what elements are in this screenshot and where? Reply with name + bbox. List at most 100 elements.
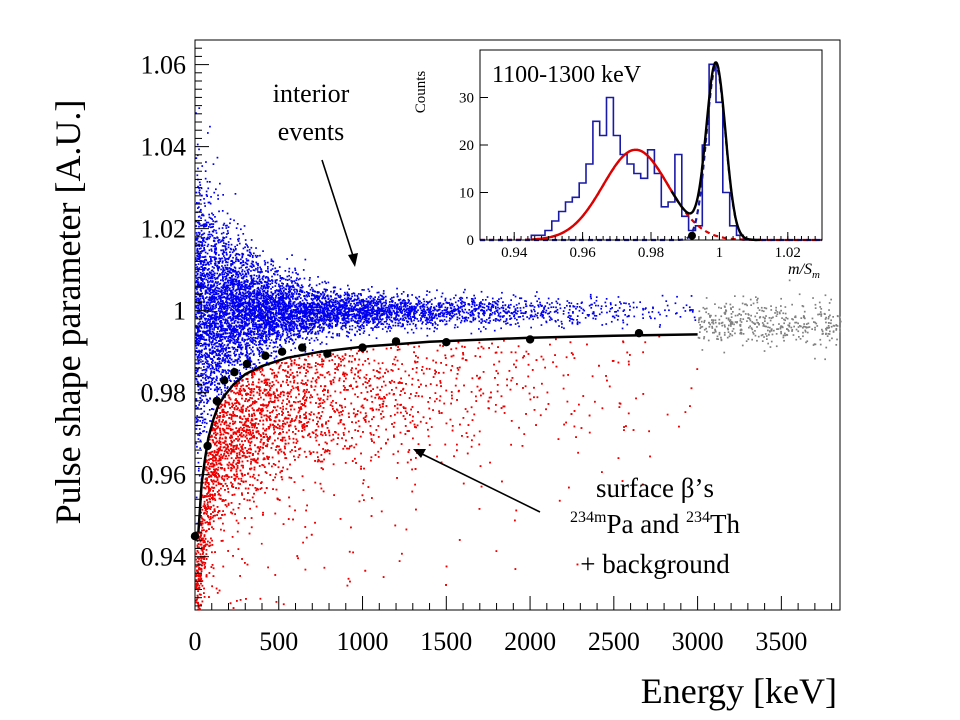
interior-event-point (204, 314, 206, 316)
interior-event-point (224, 332, 227, 334)
interior-event-point (198, 258, 201, 261)
interior-event-point (212, 256, 214, 258)
interior-event-point (259, 302, 262, 304)
interior-event-point (361, 300, 364, 303)
interior-event-point (403, 313, 405, 316)
interior-event-point (215, 248, 217, 251)
interior-event-point (251, 255, 254, 257)
interior-event-point (420, 317, 422, 319)
interior-event-point (240, 328, 243, 331)
interior-event-point (229, 289, 232, 292)
interior-event-point (276, 346, 279, 349)
interior-event-point (488, 309, 491, 311)
interior-event-point (379, 315, 382, 317)
interior-event-point (223, 292, 226, 295)
interior-event-point (444, 306, 447, 309)
interior-event-point (380, 313, 383, 316)
interior-event-point (311, 310, 314, 313)
interior-event-point (474, 310, 476, 312)
interior-event-point (249, 357, 251, 360)
interior-event-point (220, 308, 223, 311)
interior-event-point (251, 320, 254, 322)
interior-event-point (427, 318, 429, 321)
interior-event-point (211, 358, 214, 360)
interior-event-point (313, 324, 316, 327)
interior-event-point (217, 350, 219, 352)
interior-event-point (262, 322, 265, 325)
interior-event-point (254, 311, 257, 313)
interior-event-point (327, 304, 330, 307)
interior-event-point (216, 388, 218, 391)
interior-event-point (275, 332, 277, 334)
interior-event-point (256, 302, 258, 304)
interior-event-point (456, 304, 459, 307)
interior-event-point (222, 251, 225, 253)
interior-event-point (196, 331, 199, 334)
interior-event-point (245, 307, 247, 310)
interior-event-point (202, 369, 205, 371)
interior-event-point (232, 360, 234, 363)
interior-event-point (230, 332, 233, 334)
interior-event-point (421, 310, 424, 313)
interior-event-point (234, 308, 237, 310)
interior-event-point (205, 291, 208, 293)
interior-event-point (580, 307, 583, 310)
interior-event-point (372, 299, 375, 302)
interior-event-point (226, 284, 228, 287)
interior-event-point (244, 246, 246, 249)
interior-event-point (369, 295, 372, 297)
interior-event-point (615, 310, 617, 313)
interior-event-point (207, 315, 209, 317)
interior-event-point (217, 369, 220, 372)
interior-event-point (204, 223, 206, 225)
interior-event-point (224, 386, 226, 389)
interior-event-point (674, 302, 677, 305)
interior-event-point (255, 261, 258, 264)
interior-event-point (451, 303, 454, 306)
interior-event-point (284, 312, 286, 315)
interior-event-point (269, 307, 271, 309)
interior-event-point (275, 326, 278, 329)
interior-event-point (207, 269, 209, 271)
interior-event-point (240, 321, 242, 324)
interior-event-point (319, 327, 321, 329)
interior-event-point (344, 310, 346, 313)
interior-event-point (571, 318, 573, 320)
interior-event-point (215, 369, 218, 371)
interior-event-point (270, 321, 273, 323)
interior-event-point (354, 326, 357, 329)
interior-event-point (586, 314, 589, 316)
interior-event-point (220, 339, 222, 341)
interior-event-point (610, 320, 613, 323)
interior-event-point (229, 238, 232, 240)
interior-event-point (358, 314, 360, 316)
interior-event-point (548, 303, 551, 306)
interior-event-point (259, 266, 261, 269)
interior-event-point (288, 297, 290, 300)
interior-event-point (368, 321, 371, 324)
interior-event-point (219, 315, 221, 318)
interior-event-point (514, 312, 517, 314)
interior-event-point (456, 308, 458, 311)
interior-event-point (199, 256, 201, 259)
interior-event-point (348, 315, 350, 317)
interior-event-point (336, 333, 338, 335)
interior-event-point (308, 295, 310, 298)
interior-event-point (425, 304, 428, 306)
interior-event-point (227, 243, 230, 246)
interior-event-point (243, 315, 246, 318)
interior-event-point (207, 284, 209, 287)
interior-event-point (244, 313, 247, 316)
interior-event-point (641, 313, 644, 316)
interior-event-point (197, 367, 199, 370)
interior-event-point (234, 245, 236, 248)
interior-event-point (274, 285, 277, 287)
interior-event-point (213, 328, 215, 331)
interior-event-point (487, 308, 490, 310)
interior-event-point (490, 313, 493, 316)
interior-event-point (285, 295, 288, 297)
interior-event-point (437, 313, 440, 315)
interior-event-point (407, 313, 409, 316)
interior-event-point (327, 325, 329, 328)
interior-event-point (272, 322, 275, 325)
